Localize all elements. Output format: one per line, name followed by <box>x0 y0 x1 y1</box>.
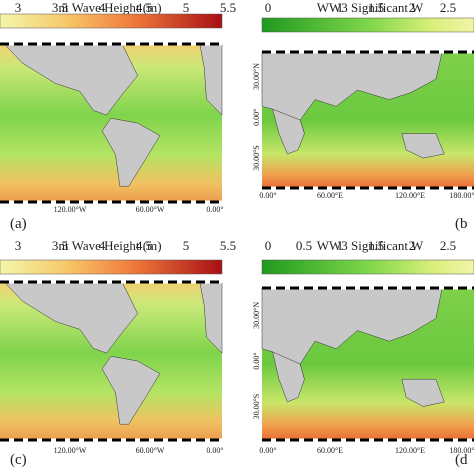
colorbar <box>0 259 223 275</box>
land <box>401 133 445 159</box>
colorbar <box>261 17 474 33</box>
x-axis-label: 60.00°W <box>136 205 165 214</box>
land <box>401 378 445 407</box>
y-axis-label: 30.00°N <box>252 63 261 90</box>
x-axis-label: 60.00°E <box>317 191 343 200</box>
colorbar-tick-label: 3.5 <box>52 238 68 253</box>
panel-label: (c) <box>10 452 27 468</box>
land <box>101 355 161 425</box>
colorbar-title: nt Wave Height (m) <box>58 238 161 253</box>
colorbar-tick-label: 1 <box>337 238 344 253</box>
colorbar-tick-label: 3 <box>15 238 22 253</box>
x-axis-label: 60.00°W <box>136 446 165 455</box>
y-axis-label: 0.00° <box>252 109 261 126</box>
y-axis-label: 30.00°S <box>252 145 261 171</box>
panel: WW3 Significant W 0 0.5 1 1.5 2 2.5 0.00° 60.00°… <box>252 238 474 468</box>
colorbar-tick-label: 5 <box>183 0 190 15</box>
panel-label: (b <box>455 216 468 232</box>
x-axis-label: 180.00° <box>449 446 474 455</box>
colorbar-tick-label: 0 <box>265 0 272 15</box>
colorbar-tick-label: 1.5 <box>368 0 384 15</box>
colorbar-tick-label: 1 <box>337 0 344 15</box>
colorbar-title: WW3 Significant W <box>317 0 424 15</box>
x-axis-label: 180.00° <box>449 191 474 200</box>
colorbar-tick-label: 0 <box>265 238 272 253</box>
x-axis-label: 60.00°E <box>317 446 343 455</box>
colorbar <box>0 13 223 29</box>
colorbar-tick-label: 0.5 <box>296 238 312 253</box>
colorbar-tick-label: 2 <box>409 238 416 253</box>
colorbar-tick-label: 4.5 <box>136 0 152 15</box>
x-axis-label: 120.00°W <box>54 446 87 455</box>
colorbar-tick-label: 5 <box>183 238 190 253</box>
y-axis-label: 30.00°S <box>252 394 261 420</box>
colorbar <box>261 259 474 275</box>
x-axis-label: 0.00° <box>259 191 276 200</box>
colorbar-tick-label: 2.5 <box>440 238 456 253</box>
colorbar-title: WW3 Significant W <box>317 238 424 253</box>
panel: WW3 Significant W 0 1 1.5 2 2.5 0.00° 60.00°E 12… <box>252 0 474 232</box>
colorbar-tick-label: 3 <box>15 0 22 15</box>
x-axis-label: 120.00°W <box>54 205 87 214</box>
y-axis-label: 0.00° <box>252 352 261 369</box>
colorbar-tick-label: 2 <box>409 0 416 15</box>
land <box>272 351 305 403</box>
panel-label: (d <box>455 452 468 468</box>
land <box>272 108 305 155</box>
x-axis-label: 0.00° <box>259 446 276 455</box>
x-axis-label: 120.00°E <box>395 191 425 200</box>
colorbar-tick-label: 1.5 <box>368 238 384 253</box>
x-axis-label: 0.00° <box>206 446 223 455</box>
panel-label: (a) <box>10 216 27 232</box>
y-axis-label: 30.00°N <box>252 302 261 329</box>
colorbar-tick-label: 3.5 <box>52 0 68 15</box>
colorbar-tick-label: 4 <box>99 0 106 15</box>
colorbar-tick-label: 4 <box>99 238 106 253</box>
panel: nt Wave Height (m) 3 3.5 4 4.5 5 5.5 120.00°W 60… <box>0 238 236 468</box>
colorbar-tick-label: 2.5 <box>440 0 456 15</box>
colorbar-tick-label: 5.5 <box>220 238 236 253</box>
land <box>3 43 138 116</box>
x-axis-label: 120.00°E <box>395 446 425 455</box>
x-axis-label: 0.00° <box>206 205 223 214</box>
land <box>101 117 161 187</box>
land <box>3 281 138 354</box>
panel: nt Wave Height (m) 3 3.5 4 4.5 5 5.5 120.00°W 60… <box>0 0 236 232</box>
colorbar-title: nt Wave Height (m) <box>58 0 161 15</box>
colorbar-tick-label: 5.5 <box>220 0 236 15</box>
colorbar-tick-label: 4.5 <box>136 238 152 253</box>
